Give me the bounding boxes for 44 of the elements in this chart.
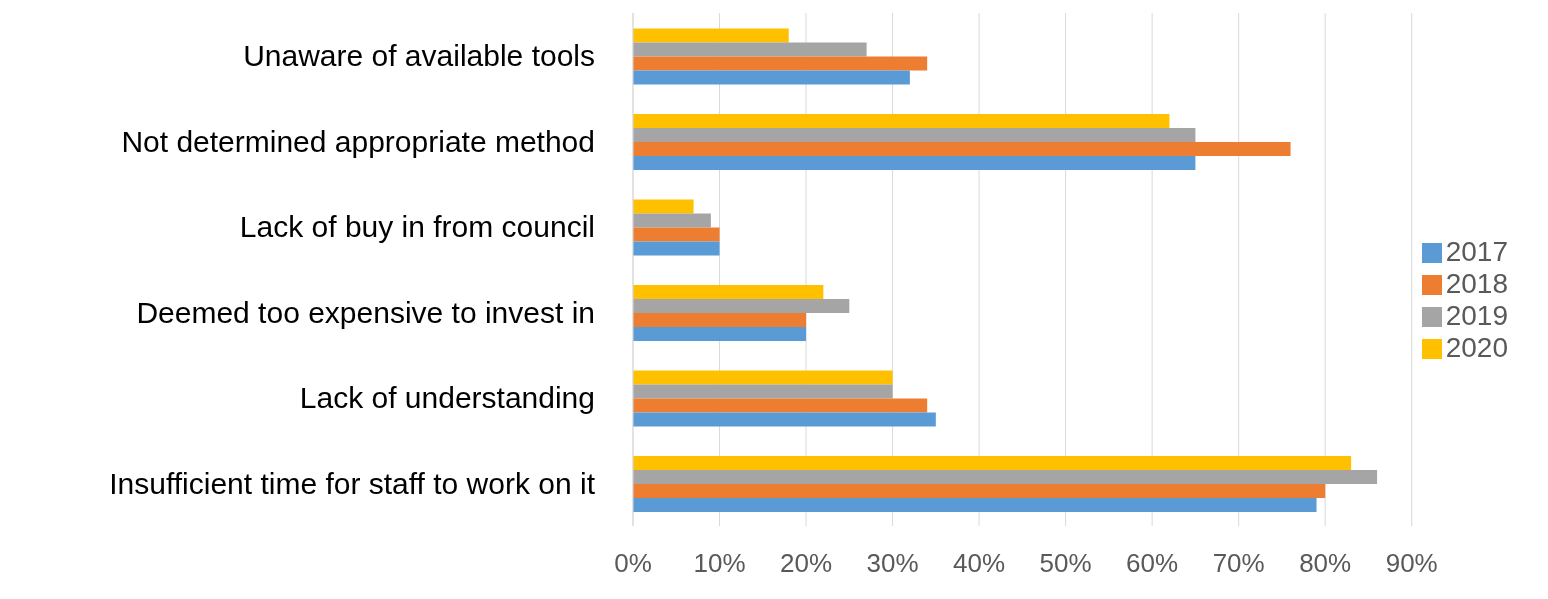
- bar: [633, 497, 1317, 512]
- x-tick-label: 40%: [953, 548, 1006, 579]
- x-tick-label: 60%: [1126, 548, 1179, 579]
- x-tick-label: 70%: [1212, 548, 1265, 579]
- y-tick-label: Unaware of available tools: [243, 39, 595, 73]
- bar: [633, 241, 720, 256]
- y-tick-label: Not determined appropriate method: [121, 124, 595, 158]
- legend-label: 2018: [1445, 267, 1508, 299]
- x-tick-label: 10%: [693, 548, 746, 579]
- bar: [633, 298, 850, 313]
- bar: [633, 398, 928, 413]
- y-tick-label: Lack of understanding: [299, 381, 595, 415]
- y-tick-label: Deemed too expensive to invest in: [136, 295, 595, 329]
- bar: [633, 127, 1196, 142]
- legend-label: 2020: [1445, 331, 1508, 363]
- y-tick-label: Insufficient time for staff to work on it: [109, 466, 596, 500]
- bar: [633, 312, 807, 327]
- x-tick-label: 30%: [866, 548, 919, 579]
- bar: [633, 141, 1291, 156]
- x-tick-label: 20%: [780, 548, 833, 579]
- bar: [633, 412, 936, 427]
- bar: [633, 213, 711, 228]
- bar: [633, 56, 928, 71]
- legend-label: 2019: [1445, 299, 1508, 331]
- bar: [633, 28, 789, 43]
- bar: [633, 455, 1352, 470]
- bar: [633, 384, 893, 399]
- bar: [633, 199, 694, 214]
- bar: [633, 70, 910, 85]
- bar: [633, 469, 1378, 484]
- bar: [633, 483, 1326, 498]
- bar: [633, 113, 1170, 128]
- y-tick-label: Lack of buy in from council: [239, 210, 595, 244]
- bar: [633, 284, 824, 299]
- bar: [633, 370, 893, 385]
- x-tick-label: 50%: [1039, 548, 1092, 579]
- bar: [633, 42, 867, 57]
- x-tick-label: 80%: [1299, 548, 1352, 579]
- legend-label: 2017: [1445, 235, 1508, 267]
- x-tick-label: 0%: [614, 548, 652, 579]
- bar: [633, 326, 807, 341]
- x-tick-label: 90%: [1385, 548, 1438, 579]
- bar: [633, 227, 720, 242]
- bar: [633, 155, 1196, 170]
